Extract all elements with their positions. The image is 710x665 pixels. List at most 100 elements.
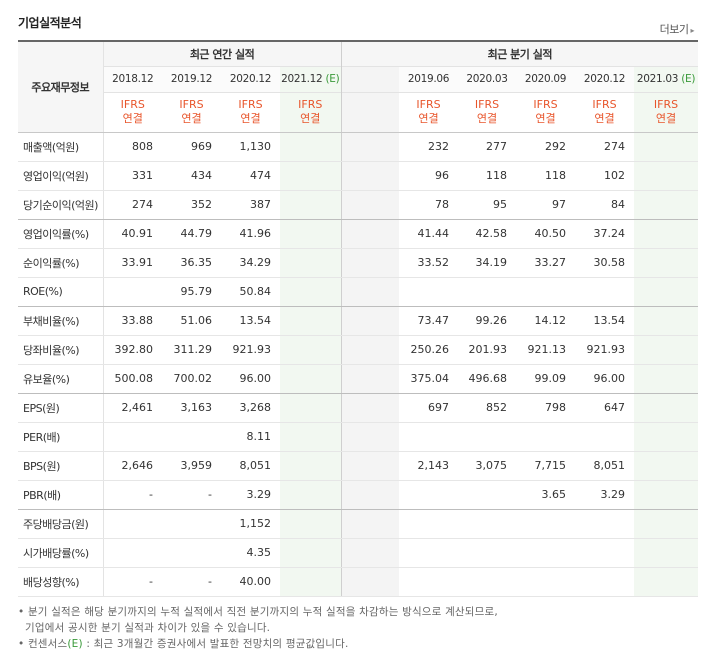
more-label: 더보기 — [659, 23, 689, 36]
row-label: 순이익률(%) — [18, 248, 103, 278]
quarter-value: 496.68 — [458, 364, 517, 394]
annual-value: 44.79 — [162, 219, 221, 249]
quarter-col-header: 2021.03 (E) — [634, 65, 699, 92]
annual-col-header: 2018.12 — [102, 65, 162, 92]
gap-cell — [340, 393, 400, 423]
quarter-value: 96.00 — [575, 364, 635, 394]
quarter-value — [399, 277, 459, 307]
quarter-value: 33.27 — [516, 248, 576, 278]
consol-label: 연결 — [300, 112, 321, 125]
col-date: 2021.12 — [281, 73, 323, 85]
financial-table: 주요재무정보 최근 연간 실적 최근 분기 실적 2018.12 2019.12 2… — [18, 40, 699, 597]
row-label: PBR(배) — [18, 480, 103, 510]
row-label: 유보율(%) — [18, 364, 103, 394]
quarter-col-header: 2019.06 — [399, 65, 459, 92]
gap-cell — [340, 190, 400, 220]
col-date: 2021.03 — [636, 73, 679, 85]
quarter-value — [634, 393, 699, 423]
quarter-value: 34.19 — [458, 248, 517, 278]
ifrs-label: IFRS — [120, 98, 145, 111]
quarter-value: 277 — [458, 132, 517, 162]
table-row: PER(배) 8.11 — [18, 422, 699, 452]
gap-cell — [340, 364, 400, 394]
row-label: BPS(원) — [18, 451, 103, 481]
quarter-value: 8,051 — [575, 451, 635, 481]
annual-value: 331 — [102, 161, 162, 191]
quarter-value: 96 — [399, 161, 459, 191]
row-label: 시가배당률(%) — [18, 538, 103, 568]
ifrs-cell: IFRS 연결 — [634, 91, 699, 133]
quarter-value — [634, 509, 699, 539]
col-date: 2020.12 — [229, 73, 272, 85]
consol-label: 연결 — [418, 112, 439, 125]
quarter-value — [575, 538, 635, 568]
quarter-value — [516, 509, 576, 539]
annual-value: 4.35 — [221, 538, 280, 568]
estimate-mark: (E) — [681, 73, 696, 85]
ifrs-label: IFRS — [179, 98, 204, 111]
ifrs-label: IFRS — [474, 98, 500, 111]
annual-value — [280, 451, 342, 481]
row-label: 부채비율(%) — [18, 306, 103, 336]
annual-value — [162, 538, 221, 568]
table-row: EPS(원) 2,461 3,163 3,268 697 852 798 647 — [18, 393, 699, 423]
quarter-value — [634, 277, 699, 307]
quarter-value — [634, 567, 699, 597]
gap-cell — [340, 161, 400, 191]
consol-label: 연결 — [476, 112, 498, 125]
row-label: EPS(원) — [18, 393, 103, 423]
quarter-value: 375.04 — [399, 364, 459, 394]
quarter-value — [399, 480, 459, 510]
quarter-value — [634, 335, 699, 365]
quarter-value: 99.09 — [516, 364, 576, 394]
annual-col-header: 2019.12 — [162, 65, 221, 92]
quarter-value — [458, 567, 517, 597]
ifrs-label: IFRS — [416, 98, 441, 111]
quarter-value: 921.13 — [516, 335, 576, 365]
ifrs-cell: IFRS 연결 — [102, 91, 162, 133]
annual-value: 1,130 — [221, 132, 280, 162]
quarter-value: 3,075 — [458, 451, 517, 481]
quarter-value: 95 — [458, 190, 517, 220]
gap-cell — [340, 219, 400, 249]
annual-value — [280, 364, 342, 394]
annual-value: 434 — [162, 161, 221, 191]
annual-value — [280, 480, 342, 510]
footnotes: • 분기 실적은 해당 분기까지의 누적 실적에서 직전 분기까지의 누적 실적… — [18, 604, 498, 652]
more-link[interactable]: 더보기 ▸ — [659, 21, 695, 37]
table-row: PBR(배) - -3.29 3.65 3.29 — [18, 480, 699, 510]
annual-value: 969 — [162, 132, 221, 162]
quarter-value — [575, 567, 635, 597]
footnote-2-prefix: 컨센서스 — [27, 638, 68, 650]
footnote-2-mark: (E) — [67, 638, 83, 650]
quarter-value: 921.93 — [575, 335, 635, 365]
quarter-value: 99.26 — [458, 306, 517, 336]
annual-group-header: 최근 연간 실적 — [102, 41, 342, 66]
ifrs-cell: IFRS 연결 — [516, 91, 576, 133]
quarter-value: 250.26 — [399, 335, 459, 365]
annual-value: 274 — [102, 190, 162, 220]
quarter-value — [634, 132, 699, 162]
quarter-value — [634, 248, 699, 278]
col-date: 2019.12 — [170, 73, 213, 85]
footnote-2-text: : 최근 3개월간 증권사에서 발표한 전망치의 평균값입니다. — [82, 638, 349, 650]
annual-value: 311.29 — [162, 335, 221, 365]
annual-col-header: 2021.12 (E) — [280, 65, 342, 92]
quarter-value — [634, 480, 699, 510]
quarter-value — [458, 509, 517, 539]
row-label: 배당성향(%) — [18, 567, 103, 597]
ifrs-cell: IFRS 연결 — [221, 91, 280, 133]
annual-value — [102, 277, 162, 307]
annual-value: 3,268 — [221, 393, 280, 423]
gap-cell — [340, 248, 400, 278]
quarter-value: 798 — [516, 393, 576, 423]
quarter-value: 852 — [458, 393, 517, 423]
consol-label: 연결 — [594, 112, 615, 125]
quarter-value: 118 — [458, 161, 517, 191]
annual-value: 40.00 — [221, 567, 280, 597]
gap-cell — [340, 567, 400, 597]
ifrs-cell: IFRS 연결 — [162, 91, 221, 133]
gap-cell — [340, 277, 400, 307]
table-row: 부채비율(%) 33.88 51.06 13.54 73.47 99.26 14.12 13.… — [18, 306, 699, 336]
quarter-group-header: 최근 분기 실적 — [340, 41, 699, 66]
